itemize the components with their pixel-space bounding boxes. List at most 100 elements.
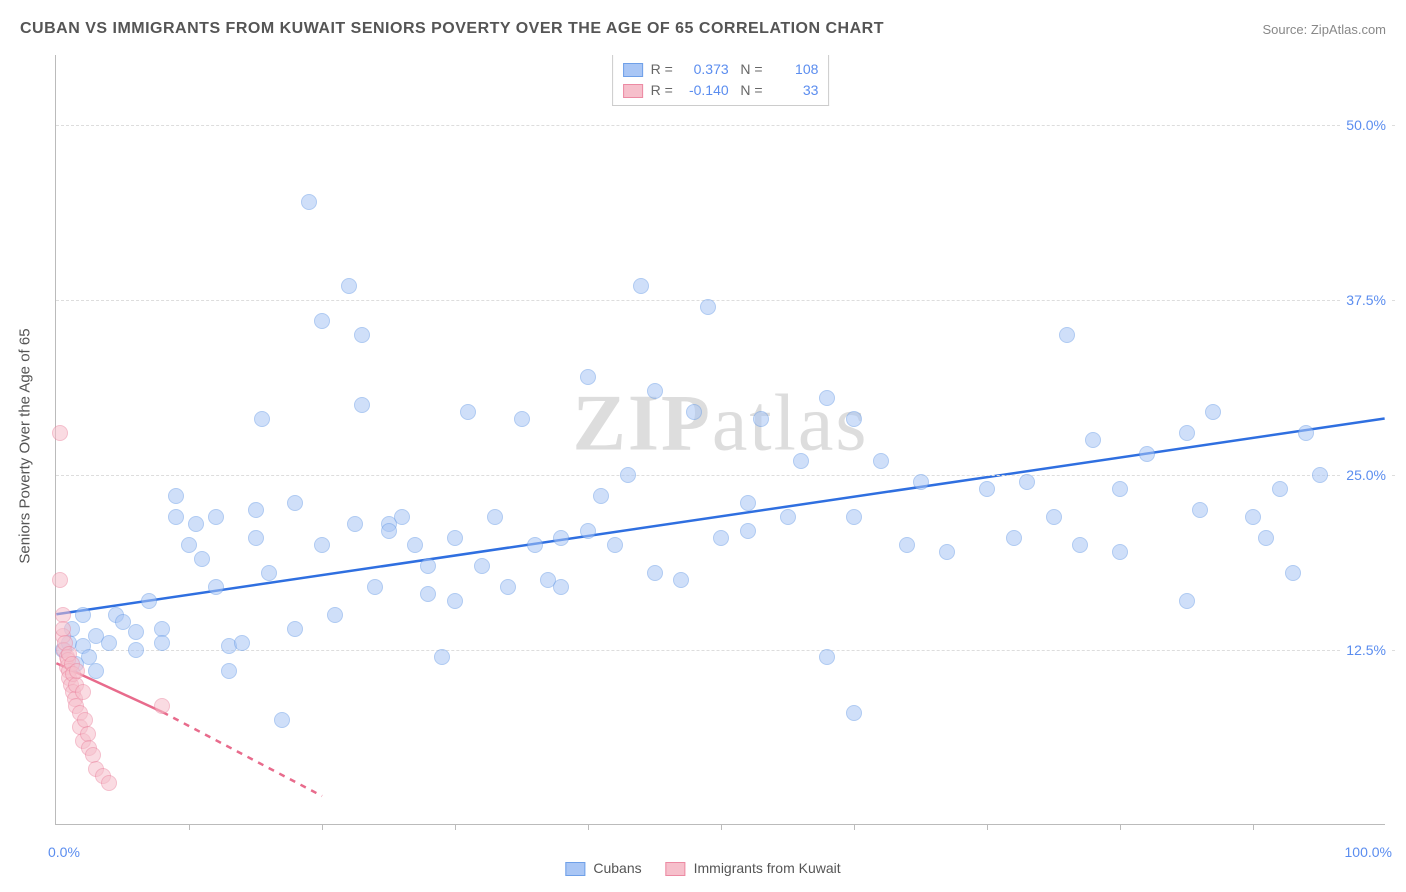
data-point — [420, 558, 436, 574]
data-point — [194, 551, 210, 567]
data-point — [474, 558, 490, 574]
x-tick — [455, 824, 456, 830]
data-point — [873, 453, 889, 469]
x-axis-max-label: 100.0% — [1345, 844, 1392, 860]
data-point — [314, 313, 330, 329]
x-tick — [588, 824, 589, 830]
gridline — [56, 300, 1395, 301]
data-point — [846, 705, 862, 721]
stats-r-label: R = — [651, 61, 677, 77]
gridline — [56, 650, 1395, 651]
data-point — [553, 530, 569, 546]
data-point — [846, 509, 862, 525]
data-point — [1312, 467, 1328, 483]
data-point — [580, 523, 596, 539]
data-point — [740, 495, 756, 511]
legend-swatch — [666, 862, 686, 876]
data-point — [1112, 481, 1128, 497]
legend-label: Cubans — [593, 860, 641, 876]
data-point — [700, 299, 716, 315]
data-point — [69, 663, 85, 679]
data-point — [1258, 530, 1274, 546]
data-point — [633, 278, 649, 294]
y-tick-label: 25.0% — [1342, 467, 1390, 483]
data-point — [607, 537, 623, 553]
data-point — [407, 537, 423, 553]
data-point — [381, 523, 397, 539]
data-point — [620, 467, 636, 483]
x-tick — [322, 824, 323, 830]
stats-row: R = -0.140 N = 33 — [623, 80, 819, 101]
data-point — [1272, 481, 1288, 497]
data-point — [128, 642, 144, 658]
data-point — [1205, 404, 1221, 420]
x-axis-min-label: 0.0% — [48, 844, 80, 860]
y-tick-label: 50.0% — [1342, 117, 1390, 133]
data-point — [367, 579, 383, 595]
data-point — [287, 621, 303, 637]
gridline — [56, 125, 1395, 126]
data-point — [1059, 327, 1075, 343]
data-point — [208, 579, 224, 595]
data-point — [181, 537, 197, 553]
y-tick-label: 12.5% — [1342, 642, 1390, 658]
source-label: Source: ZipAtlas.com — [1262, 22, 1386, 37]
data-point — [394, 509, 410, 525]
x-tick — [987, 824, 988, 830]
data-point — [354, 327, 370, 343]
stats-r-label: R = — [651, 82, 677, 98]
data-point — [740, 523, 756, 539]
data-point — [527, 537, 543, 553]
data-point — [913, 474, 929, 490]
data-point — [1046, 509, 1062, 525]
data-point — [1085, 432, 1101, 448]
data-point — [154, 635, 170, 651]
data-point — [52, 572, 68, 588]
data-point — [447, 530, 463, 546]
data-point — [793, 453, 809, 469]
x-tick — [721, 824, 722, 830]
data-point — [314, 537, 330, 553]
data-point — [327, 607, 343, 623]
x-tick — [1120, 824, 1121, 830]
data-point — [434, 649, 450, 665]
data-point — [274, 712, 290, 728]
data-point — [979, 481, 995, 497]
data-point — [1019, 474, 1035, 490]
data-point — [647, 565, 663, 581]
x-tick — [189, 824, 190, 830]
data-point — [101, 775, 117, 791]
data-point — [514, 411, 530, 427]
chart-title: CUBAN VS IMMIGRANTS FROM KUWAIT SENIORS … — [20, 20, 884, 38]
data-point — [447, 593, 463, 609]
data-point — [1006, 530, 1022, 546]
stats-row: R = 0.373 N = 108 — [623, 59, 819, 80]
legend-swatch — [623, 63, 643, 77]
data-point — [686, 404, 702, 420]
gridline — [56, 475, 1395, 476]
data-point — [1298, 425, 1314, 441]
data-point — [208, 509, 224, 525]
y-tick-label: 37.5% — [1342, 292, 1390, 308]
legend-label: Immigrants from Kuwait — [694, 860, 841, 876]
x-tick — [1253, 824, 1254, 830]
data-point — [1179, 425, 1195, 441]
data-point — [1112, 544, 1128, 560]
data-point — [1179, 593, 1195, 609]
stats-n-value: 108 — [766, 59, 818, 80]
data-point — [354, 397, 370, 413]
data-point — [420, 586, 436, 602]
stats-legend: R = 0.373 N = 108R = -0.140 N = 33 — [612, 55, 830, 106]
data-point — [261, 565, 277, 581]
stats-r-value: 0.373 — [677, 59, 729, 80]
data-point — [553, 579, 569, 595]
data-point — [460, 404, 476, 420]
legend-item: Immigrants from Kuwait — [666, 860, 841, 876]
data-point — [234, 635, 250, 651]
data-point — [846, 411, 862, 427]
data-point — [75, 607, 91, 623]
data-point — [899, 537, 915, 553]
data-point — [128, 624, 144, 640]
data-point — [647, 383, 663, 399]
bottom-legend: Cubans Immigrants from Kuwait — [553, 860, 852, 876]
